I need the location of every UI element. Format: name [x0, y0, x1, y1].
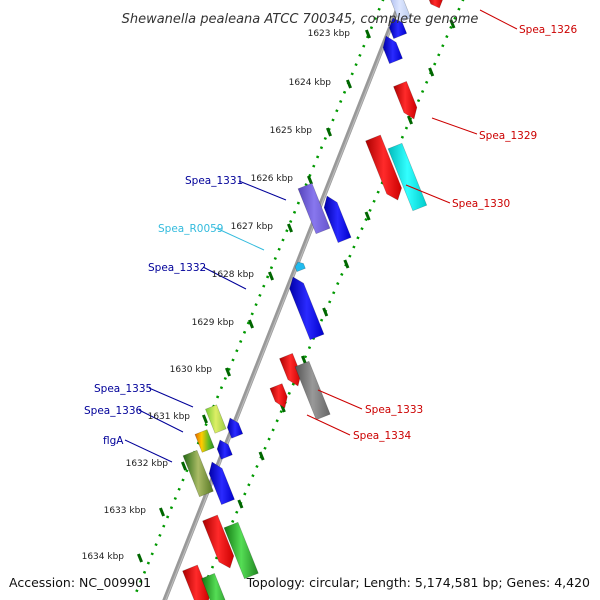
gene-feature-1335b[interactable]	[226, 417, 244, 439]
gene-feature-spea-1333b[interactable]	[269, 383, 288, 409]
leader-line-flga	[124, 439, 173, 463]
gene-label-flga[interactable]: flgA	[103, 435, 124, 447]
leader-line-spea-1326	[479, 9, 518, 30]
tick-label-1631: 1631 kbp	[148, 412, 191, 422]
major-tick-left-1	[346, 79, 352, 89]
gene-feature-spea-1332[interactable]	[289, 276, 325, 341]
leader-line-spea-r0059	[215, 227, 265, 251]
gene-label-spea-1336[interactable]: Spea_1336	[84, 405, 143, 417]
major-tick-right-0	[449, 19, 456, 29]
major-tick-right-10	[237, 499, 244, 509]
major-tick-left-5	[268, 271, 274, 281]
gene-label-spea-1333[interactable]: Spea_1333	[365, 404, 423, 416]
tick-label-1625: 1625 kbp	[270, 126, 313, 136]
backbone-line	[162, 0, 404, 600]
minor-ticks-right	[198, 0, 465, 597]
label-leader-lines	[124, 9, 518, 463]
major-tick-right-7	[301, 355, 307, 365]
tick-label-1634: 1634 kbp	[82, 552, 125, 562]
tick-label-1623: 1623 kbp	[308, 29, 351, 39]
major-tick-left-9	[181, 461, 187, 471]
tick-label-1626: 1626 kbp	[251, 174, 294, 184]
tick-label-1632: 1632 kbp	[126, 459, 169, 469]
major-tick-left-10	[159, 507, 165, 517]
tick-label-1624: 1624 kbp	[289, 78, 332, 88]
gene-label-spea-1326[interactable]: Spea_1326	[519, 24, 578, 36]
gene-feature-spea-1329[interactable]	[393, 81, 418, 120]
leader-line-spea-1331	[238, 180, 287, 201]
genome-backbone	[162, 0, 404, 600]
gene-feature-1634-a[interactable]	[202, 514, 235, 569]
gene-feature-1634-d[interactable]	[201, 573, 231, 600]
gene-label-spea-1329[interactable]: Spea_1329	[479, 130, 537, 142]
major-tick-left-7	[225, 367, 231, 377]
major-tick-right-6	[322, 307, 329, 317]
major-tick-left-11	[137, 553, 143, 563]
backbone-highlight	[165, 0, 403, 600]
gene-features	[182, 0, 443, 600]
leader-line-spea-1336	[138, 409, 184, 433]
genome-summary-text: Topology: circular; Length: 5,174,581 bp…	[246, 575, 590, 590]
gene-feature-flga-b[interactable]	[208, 461, 235, 505]
major-tick-right-9	[258, 451, 265, 461]
major-tick-right-1	[428, 67, 435, 77]
gene-feature-spea-r0059[interactable]	[294, 261, 306, 273]
tick-label-1627: 1627 kbp	[231, 222, 274, 232]
major-tick-left-3	[307, 175, 313, 185]
gene-feature-1336b[interactable]	[216, 439, 233, 460]
gene-feature-1325[interactable]	[382, 35, 403, 64]
leader-line-spea-1334	[306, 414, 351, 436]
gene-feature-spea-1334[interactable]	[294, 360, 331, 421]
major-tick-right-2	[407, 115, 413, 125]
gene-feature-spea-1330[interactable]	[365, 134, 402, 201]
tick-label-1633: 1633 kbp	[104, 506, 147, 516]
major-tick-left-6	[248, 319, 254, 329]
gene-feature-spea-1326[interactable]	[427, 0, 443, 9]
gene-feature-spea-1330b[interactable]	[387, 142, 428, 212]
gene-label-spea-1331[interactable]: Spea_1331	[185, 175, 243, 187]
major-tick-left-2	[326, 127, 332, 137]
leader-line-spea-1329	[431, 117, 478, 135]
major-tick-right-4	[364, 211, 371, 221]
gene-label-spea-1332[interactable]: Spea_1332	[148, 262, 206, 274]
major-ticks	[137, 19, 456, 600]
gene-feature-spea-1336[interactable]	[194, 429, 215, 453]
major-tick-right-5	[343, 259, 350, 269]
leader-line-spea-1333	[317, 389, 363, 410]
tick-label-1628: 1628 kbp	[212, 270, 255, 280]
gene-label-spea-1335[interactable]: Spea_1335	[94, 383, 152, 395]
gene-label-spea-1330[interactable]: Spea_1330	[452, 198, 510, 210]
leader-line-spea-1335	[148, 387, 194, 408]
map-title: Shewanella pealeana ATCC 700345, complet…	[122, 12, 479, 27]
gene-label-spea-r0059[interactable]: Spea_R0059	[158, 223, 224, 235]
leader-line-spea-1330	[405, 184, 451, 204]
accession-text: Accession: NC_009901	[9, 575, 151, 590]
major-tick-left-0	[365, 29, 371, 39]
gene-feature-spea-1335[interactable]	[205, 404, 227, 434]
gene-feature-flga[interactable]	[182, 449, 214, 498]
gene-feature-spea-1331b[interactable]	[323, 195, 352, 243]
minor-ticks-left	[135, 0, 385, 593]
tick-label-1630: 1630 kbp	[170, 365, 213, 375]
tick-label-1629: 1629 kbp	[192, 318, 235, 328]
gene-feature-spea-1331[interactable]	[297, 182, 331, 235]
gene-feature-1324[interactable]	[389, 17, 408, 39]
gene-label-spea-1334[interactable]: Spea_1334	[353, 430, 412, 442]
gene-feature-1634-c[interactable]	[223, 521, 259, 580]
leader-line-spea-1332	[202, 266, 247, 290]
major-tick-left-4	[287, 223, 293, 233]
major-tick-left-8	[202, 414, 208, 424]
